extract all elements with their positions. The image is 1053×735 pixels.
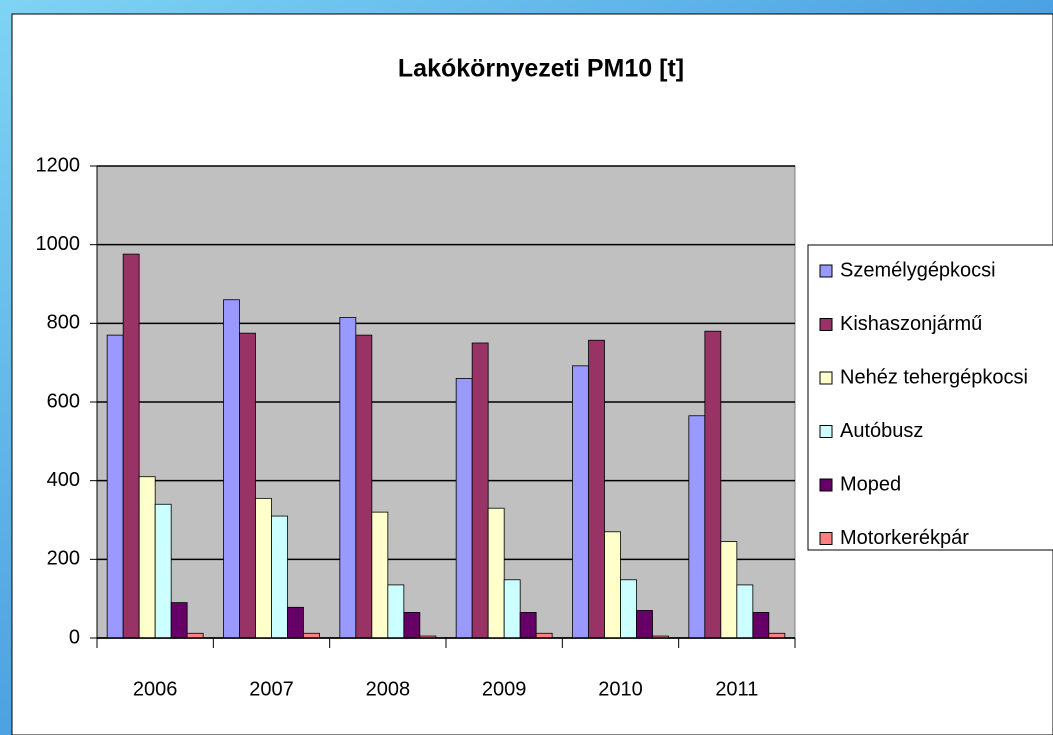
legend-swatch bbox=[819, 425, 833, 438]
bar bbox=[487, 507, 505, 639]
bar bbox=[604, 531, 621, 639]
bar bbox=[122, 253, 140, 639]
y-tick-label: 1000 bbox=[36, 233, 81, 255]
x-tick-label: 2008 bbox=[366, 678, 411, 700]
y-tick-label: 800 bbox=[47, 312, 80, 334]
legend-label: Személygépkocsi bbox=[840, 259, 996, 281]
bar bbox=[519, 612, 537, 639]
bar bbox=[106, 334, 124, 639]
chart-title: Lakókörnyezeti PM10 [t] bbox=[398, 55, 684, 83]
bar bbox=[271, 515, 288, 639]
legend-box bbox=[807, 244, 1053, 551]
x-tick-label: 2011 bbox=[715, 678, 758, 700]
x-tick-label: 2007 bbox=[249, 678, 294, 700]
legend-label: Kishaszonjármű bbox=[840, 313, 982, 335]
bar bbox=[387, 584, 405, 639]
bar bbox=[223, 299, 240, 639]
bar bbox=[455, 377, 473, 639]
bar bbox=[720, 541, 738, 639]
legend-swatch bbox=[819, 264, 833, 278]
bar bbox=[752, 612, 770, 639]
bar bbox=[471, 342, 489, 639]
bar bbox=[572, 365, 589, 639]
y-tick-label: 400 bbox=[47, 469, 80, 491]
bar bbox=[255, 497, 272, 639]
bar bbox=[154, 503, 172, 639]
bar bbox=[503, 579, 521, 639]
y-tick-label: 0 bbox=[69, 626, 80, 648]
bar bbox=[371, 511, 389, 639]
x-tick-label: 2010 bbox=[598, 678, 643, 700]
legend-label: Autóbusz bbox=[840, 420, 923, 442]
x-tick-label: 2006 bbox=[133, 678, 178, 700]
bar bbox=[138, 476, 156, 639]
legend-swatch bbox=[819, 371, 833, 385]
x-tick-label: 2009 bbox=[482, 678, 527, 700]
bar bbox=[636, 610, 653, 639]
legend-label: Motorkerékpár bbox=[840, 527, 969, 549]
bar bbox=[239, 332, 256, 639]
legend-label: Nehéz tehergépkocsi bbox=[840, 366, 1028, 388]
y-tick-label: 200 bbox=[47, 548, 80, 570]
bar bbox=[736, 584, 754, 639]
legend-swatch bbox=[819, 478, 833, 492]
bar bbox=[588, 339, 605, 639]
y-tick-label: 1200 bbox=[36, 154, 81, 176]
bar bbox=[170, 602, 188, 639]
legend-swatch bbox=[819, 532, 833, 545]
bar bbox=[355, 334, 373, 639]
bar bbox=[620, 579, 637, 639]
bar bbox=[403, 612, 421, 639]
legend-label: Moped bbox=[840, 473, 901, 495]
legend-swatch bbox=[819, 318, 833, 331]
bar bbox=[688, 415, 706, 639]
bar bbox=[704, 330, 722, 639]
bar bbox=[339, 317, 357, 639]
y-tick-label: 600 bbox=[47, 390, 80, 412]
bar bbox=[287, 606, 304, 639]
